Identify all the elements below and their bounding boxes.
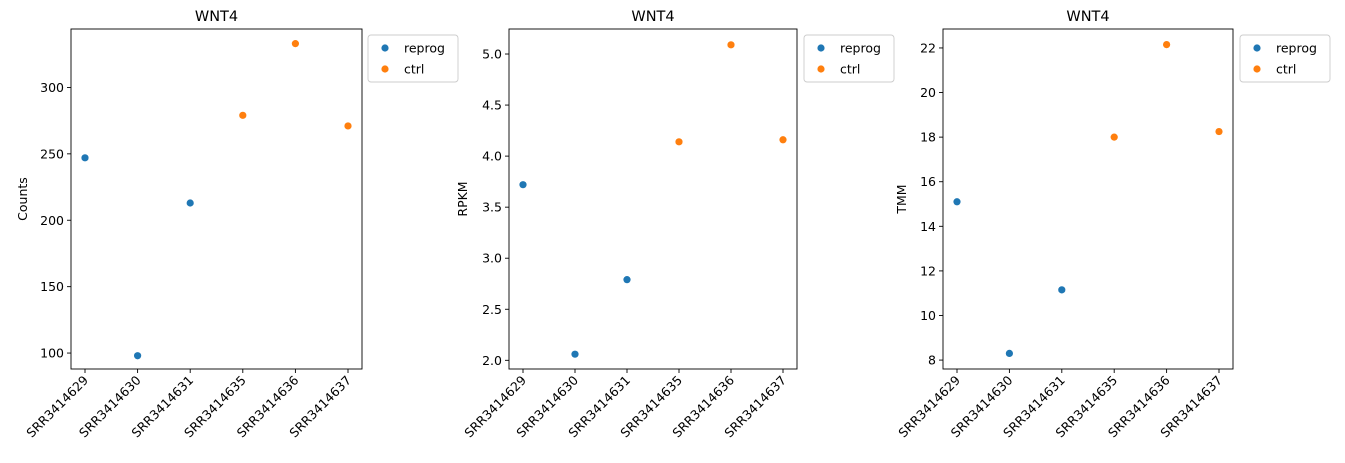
legend: reprog ctrl (803, 34, 895, 83)
plot-frame (508, 28, 798, 370)
y-axis-label: RPKM (455, 181, 470, 216)
data-point-ctrl (239, 111, 247, 119)
data-point-ctrl (291, 40, 299, 48)
legend-marker-ctrl (1253, 65, 1261, 73)
y-tick-label: 4.5 (482, 98, 502, 113)
data-point-reprog (81, 154, 89, 162)
y-tick-label: 100 (40, 346, 64, 361)
legend-label-reprog: reprog (404, 41, 445, 56)
data-point-reprog (186, 199, 194, 207)
data-point-ctrl (1163, 41, 1171, 49)
legend-marker-ctrl (381, 65, 389, 73)
y-tick-label: 22 (920, 40, 936, 55)
data-point-reprog (1005, 349, 1014, 357)
chart-panel-3: WNT4810121416182022TMMSRR3414629SRR34146… (894, 9, 1331, 440)
plot-frame (942, 28, 1234, 370)
y-tick-label: 3.5 (482, 200, 502, 215)
legend-label-ctrl: ctrl (1276, 62, 1296, 77)
legend-label-ctrl: ctrl (404, 62, 424, 77)
legend-box (367, 34, 459, 83)
y-tick-label: 20 (920, 85, 936, 100)
data-point-reprog (134, 352, 142, 360)
y-tick-label: 200 (40, 213, 64, 228)
y-axis-label: Counts (15, 177, 30, 221)
data-point-ctrl (1110, 133, 1118, 141)
data-point-reprog (571, 350, 579, 358)
chart-panel-2: WNT42.02.53.03.54.04.55.0RPKMSRR3414629S… (455, 9, 895, 440)
legend-label-reprog: reprog (1276, 41, 1317, 56)
y-tick-label: 4.0 (482, 149, 502, 164)
chart-panel-1: WNT4100150200250300CountsSRR3414629SRR34… (15, 9, 459, 440)
y-tick-label: 250 (40, 146, 64, 161)
legend-marker-reprog (817, 44, 825, 52)
y-tick-label: 10 (920, 308, 936, 323)
data-point-ctrl (1215, 127, 1223, 136)
legend-box (1239, 34, 1331, 83)
data-point-ctrl (344, 122, 352, 130)
y-axis-label: TMM (894, 184, 909, 214)
data-point-ctrl (779, 136, 787, 144)
y-tick-label: 8 (928, 353, 936, 368)
y-tick-label: 18 (920, 130, 936, 145)
legend-box (803, 34, 895, 83)
data-point-reprog (623, 276, 631, 284)
data-point-ctrl (675, 138, 683, 146)
y-tick-label: 5.0 (482, 47, 502, 62)
legend-label-reprog: reprog (840, 41, 881, 56)
y-tick-label: 2.5 (482, 302, 502, 317)
legend-marker-ctrl (817, 65, 825, 73)
y-tick-label: 2.0 (482, 353, 502, 368)
legend: reprog ctrl (367, 34, 459, 83)
y-tick-label: 3.0 (482, 251, 502, 266)
plot-frame (70, 28, 363, 370)
chart-title: WNT4 (195, 9, 238, 25)
legend-marker-reprog (1253, 44, 1261, 52)
legend: reprog ctrl (1239, 34, 1331, 83)
y-tick-label: 16 (920, 174, 936, 189)
legend-label-ctrl: ctrl (840, 62, 860, 77)
y-tick-label: 12 (920, 263, 936, 278)
y-tick-label: 150 (40, 279, 64, 294)
chart-title: WNT4 (631, 9, 674, 25)
chart-title: WNT4 (1066, 9, 1109, 25)
y-tick-label: 300 (40, 80, 64, 95)
data-point-reprog (519, 181, 527, 189)
legend-marker-reprog (381, 44, 389, 52)
data-point-reprog (953, 198, 961, 206)
data-point-ctrl (727, 41, 735, 49)
y-tick-label: 14 (920, 219, 936, 234)
data-point-reprog (1058, 286, 1066, 294)
